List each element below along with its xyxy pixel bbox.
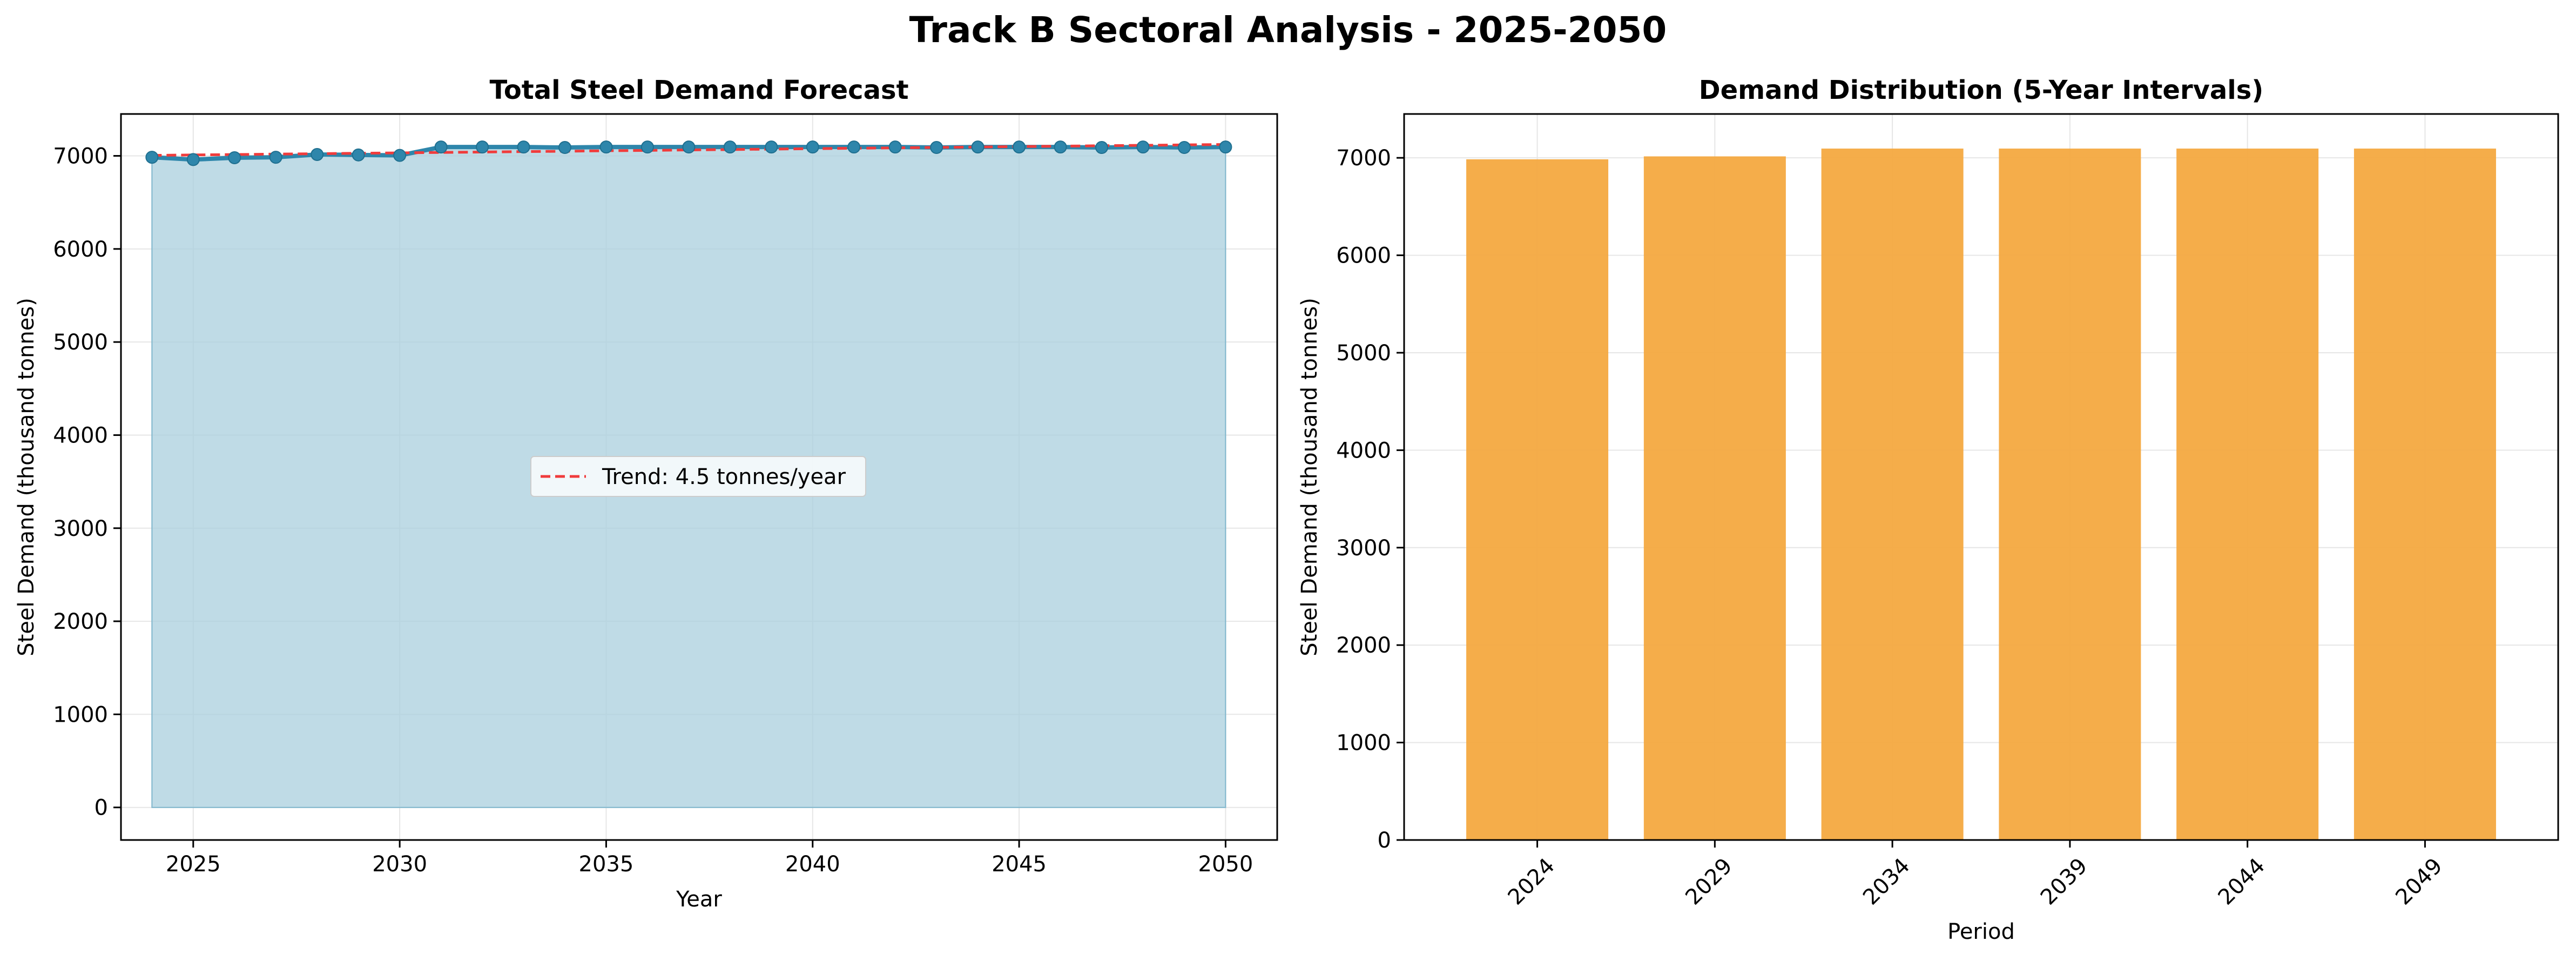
left-y-tick-label: 1000 <box>53 702 108 727</box>
right-y-tick-label: 6000 <box>1336 244 1391 268</box>
left-y-tick-label: 6000 <box>53 237 108 262</box>
left-data-point <box>517 140 530 154</box>
left-data-point <box>228 151 241 164</box>
bar-2024 <box>1466 159 1609 841</box>
left-x-tick-label: 2040 <box>785 852 840 877</box>
left-y-tick-label: 3000 <box>53 516 108 541</box>
right-chart-title: Demand Distribution (5-Year Intervals) <box>1699 75 2264 105</box>
left-data-point <box>1095 141 1109 154</box>
line-chart: 2025 2030 2035 2040 2045 2050 0 1000 2000 3000 400… <box>14 75 1278 912</box>
left-data-point <box>930 141 943 154</box>
left-x-tick-label: 2045 <box>992 852 1047 877</box>
right-y-tick-label: 5000 <box>1336 341 1391 366</box>
right-x-tick-label: 2049 <box>2391 854 2447 910</box>
left-x-tick-label: 2035 <box>579 852 634 877</box>
left-plot-frame <box>120 113 1278 841</box>
left-x-tick-label: 2025 <box>166 852 221 877</box>
left-ticks: 2025 2030 2035 2040 2045 2050 0 1000 2000 3000 400… <box>53 144 1253 877</box>
right-x-axis-label: Period <box>1947 919 2015 944</box>
left-data-point <box>1177 141 1191 154</box>
right-y-tick-label: 1000 <box>1336 731 1391 756</box>
left-data-point <box>971 140 984 154</box>
right-y-axis-label: Steel Demand (thousand tonnes) <box>1297 298 1322 656</box>
left-data-point <box>806 140 819 154</box>
right-bars-layer <box>1466 149 2496 841</box>
left-data-point <box>888 140 902 154</box>
legend-trend-label: Trend: 4.5 tonnes/year <box>602 465 846 489</box>
left-y-tick-label: 7000 <box>53 144 108 169</box>
left-legend: Trend: 4.5 tonnes/year <box>530 456 866 497</box>
left-y-tick-label: 5000 <box>53 330 108 355</box>
left-data-point <box>1013 140 1026 154</box>
left-data-point <box>682 140 696 154</box>
left-data-point <box>723 140 737 154</box>
left-x-tick-label: 2030 <box>372 852 427 877</box>
bar-chart: 0 1000 2000 3000 4000 5000 6000 7000 2024 2029 203… <box>1297 75 2559 944</box>
bar-2029 <box>1643 156 1786 841</box>
left-data-point <box>640 140 654 154</box>
left-points-layer <box>145 140 1232 166</box>
left-x-axis-label: Year <box>676 887 722 912</box>
bar-2044 <box>2176 149 2319 840</box>
left-data-point <box>145 151 159 164</box>
bar-2049 <box>2354 149 2496 840</box>
right-y-tick-label: 7000 <box>1336 146 1391 171</box>
left-data-point <box>1136 140 1150 154</box>
right-y-tick-label: 0 <box>1378 828 1391 853</box>
left-data-point <box>476 140 489 154</box>
left-x-tick-label: 2050 <box>1198 852 1253 877</box>
right-x-tick-label: 2039 <box>2036 854 2093 910</box>
left-data-point <box>186 153 200 166</box>
left-trend-line <box>152 143 1226 157</box>
legend-box <box>530 456 866 497</box>
left-y-tick-label: 4000 <box>53 423 108 448</box>
right-x-tick-label: 2024 <box>1503 854 1560 910</box>
left-data-point <box>434 140 448 154</box>
bar-2034 <box>1821 149 1964 840</box>
left-data-point <box>765 140 778 154</box>
right-y-tick-label: 3000 <box>1336 536 1391 561</box>
left-y-tick-label: 0 <box>95 796 108 821</box>
left-data-point <box>599 140 613 154</box>
right-y-tick-label: 2000 <box>1336 633 1391 658</box>
left-data-point <box>558 141 571 154</box>
right-plot-frame <box>1403 113 2559 841</box>
left-data-point <box>847 140 861 154</box>
right-x-tick-label: 2034 <box>1858 854 1915 910</box>
right-y-tick-label: 4000 <box>1336 438 1391 463</box>
left-data-point <box>269 151 282 164</box>
left-data-point <box>1219 140 1232 154</box>
right-x-tick-label: 2029 <box>1681 854 1737 910</box>
figure-suptitle: Track B Sectoral Analysis - 2025-2050 <box>909 9 1667 51</box>
left-y-tick-label: 2000 <box>53 609 108 634</box>
left-data-point <box>352 148 365 162</box>
bar-2039 <box>1999 149 2141 840</box>
left-chart-title: Total Steel Demand Forecast <box>489 75 908 105</box>
left-y-axis-label: Steel Demand (thousand tonnes) <box>14 298 39 656</box>
left-data-point <box>393 149 407 162</box>
right-x-tick-label: 2044 <box>2214 854 2270 910</box>
left-data-point <box>1054 140 1067 154</box>
left-data-point <box>311 147 324 161</box>
